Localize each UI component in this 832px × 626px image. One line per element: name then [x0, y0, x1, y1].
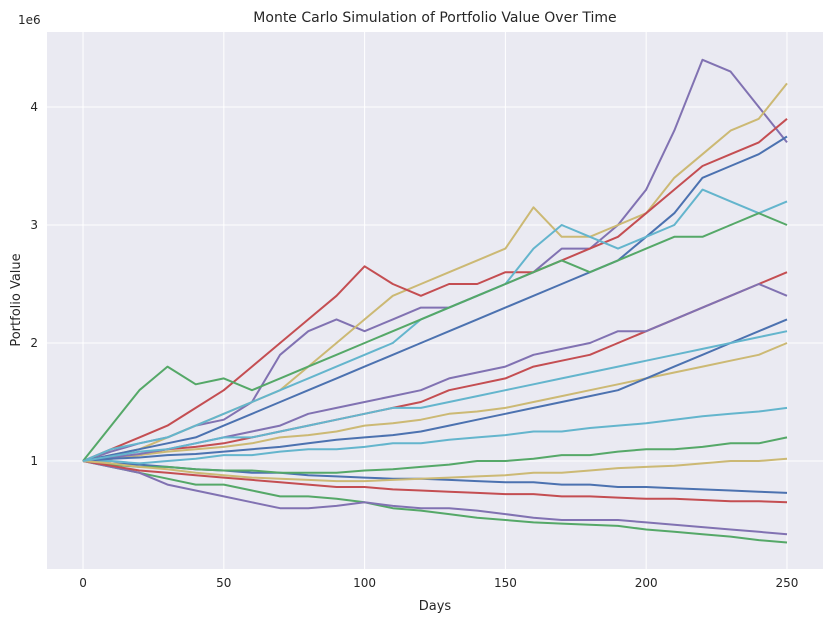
y-tick-label: 1 [30, 454, 38, 468]
series-line-5 [82, 212, 788, 462]
x-tick-label: 0 [79, 576, 87, 590]
x-tick-label: 100 [353, 576, 376, 590]
x-tick-label: 50 [216, 576, 231, 590]
x-tick-label: 150 [494, 576, 517, 590]
series-line-16 [82, 457, 788, 483]
x-tick-label: 250 [776, 576, 799, 590]
y-tick-label: 3 [30, 218, 38, 232]
series-line-10 [82, 342, 788, 462]
chart-title: Monte Carlo Simulation of Portfolio Valu… [253, 10, 616, 26]
series-line-14 [82, 460, 788, 504]
x-tick-label: 200 [635, 576, 658, 590]
series-line-3 [82, 135, 788, 462]
series-line-15 [82, 318, 788, 462]
series-line-11 [83, 406, 788, 465]
series-line-2 [82, 118, 788, 462]
x-axis-label: Days [419, 599, 452, 614]
x-tick-labels: 0 50 100 150 200 250 [79, 576, 798, 590]
series-line-6 [82, 460, 788, 544]
y-tick-label: 2 [30, 336, 38, 350]
plot-background [47, 32, 823, 569]
y-tick-label: 4 [30, 100, 38, 114]
y-offset-label: 1e6 [18, 13, 41, 27]
series-lines [82, 58, 788, 544]
series-line-7 [82, 460, 788, 536]
series-line-17 [82, 330, 788, 462]
y-tick-labels: 1 2 3 4 [30, 100, 38, 468]
series-line-13 [82, 436, 788, 474]
y-axis-label: Portfolio Value [9, 253, 24, 346]
